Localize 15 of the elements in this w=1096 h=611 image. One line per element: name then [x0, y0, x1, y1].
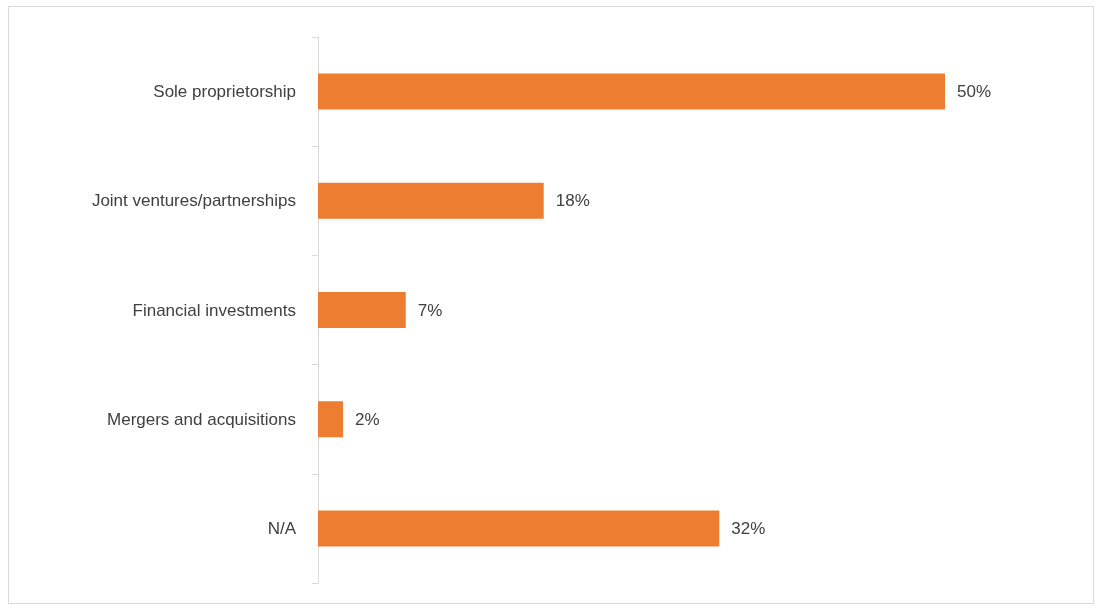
y-tick-label: Joint ventures/partnerships	[91, 191, 296, 211]
y-tick-label: N/A	[267, 518, 297, 538]
data-label: 18%	[555, 191, 590, 211]
y-tick-label: Sole proprietorship	[153, 82, 296, 102]
bar	[318, 73, 945, 110]
bar	[318, 291, 406, 329]
y-tick-label: Financial investments	[132, 300, 296, 320]
data-label: 2%	[355, 409, 380, 429]
bar	[318, 401, 344, 438]
bar	[318, 182, 544, 219]
bar	[318, 510, 720, 547]
y-tick-label: Mergers and acquisitions	[107, 409, 296, 429]
data-label: 32%	[731, 518, 766, 538]
data-label: 50%	[957, 82, 992, 102]
data-label: 7%	[417, 300, 443, 320]
